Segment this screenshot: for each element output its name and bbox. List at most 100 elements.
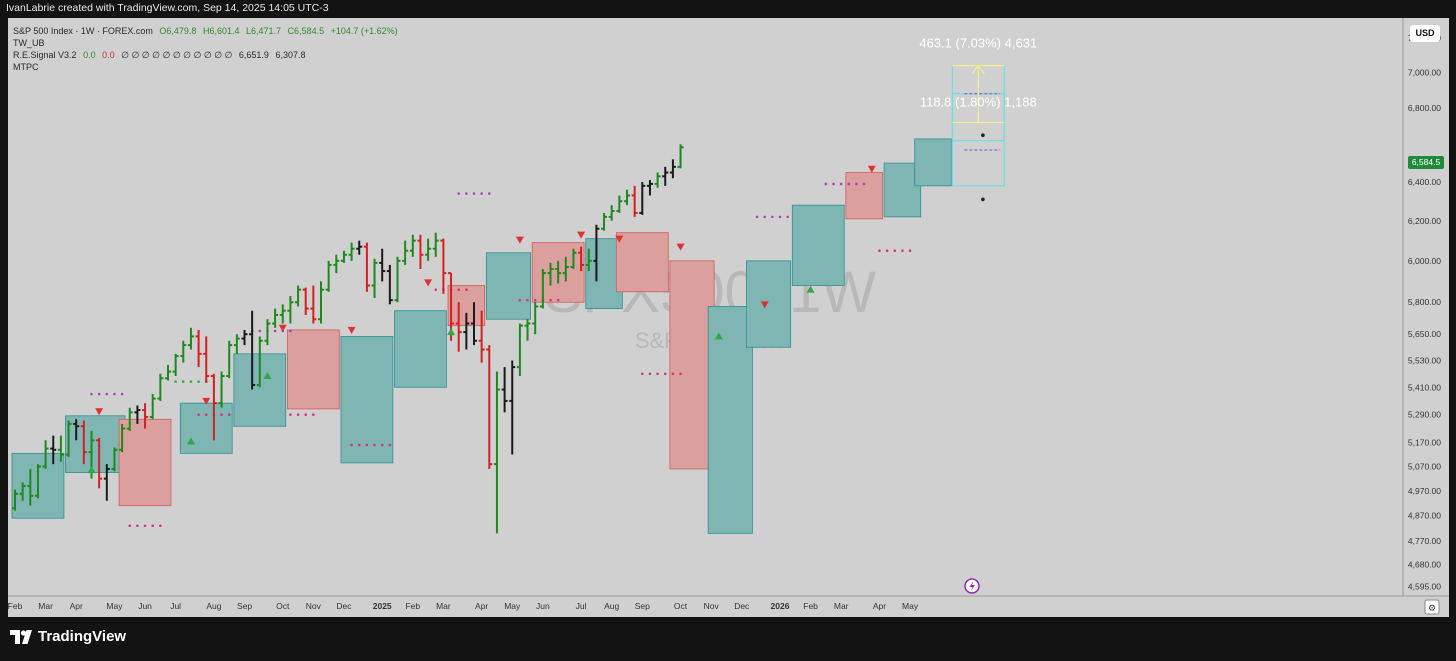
ohlc-bar bbox=[302, 287, 309, 315]
price-ticks: 7,200.007,000.006,800.006,400.006,200.00… bbox=[1408, 33, 1441, 591]
ohlc-bar bbox=[578, 246, 585, 272]
legend-indicator-3[interactable]: MTPC bbox=[13, 62, 39, 72]
signal-dot bbox=[120, 392, 124, 396]
bolt-icon[interactable] bbox=[964, 578, 980, 594]
tradingview-logo-icon bbox=[10, 629, 32, 644]
time-tick-label: May bbox=[106, 601, 123, 611]
legend-indicator-2-v1: 0.0 bbox=[83, 50, 96, 60]
ohlc-bar bbox=[157, 373, 164, 401]
tradingview-logo[interactable]: TradingView bbox=[10, 628, 126, 645]
ohlc-bar bbox=[547, 262, 554, 286]
signal-dot bbox=[679, 372, 682, 376]
time-tick-label: May bbox=[504, 601, 521, 611]
legend-indicator-2[interactable]: R.E.Signal V3.2 0.0 0.0 ∅ ∅ ∅ ∅ ∅ ∅ ∅ ∅ … bbox=[13, 50, 309, 61]
ohlc-bar bbox=[601, 212, 608, 231]
range-box-15 bbox=[746, 260, 792, 348]
legend-indicator-2-name: R.E.Signal V3.2 bbox=[13, 50, 77, 60]
ohlc-bar bbox=[218, 371, 225, 408]
buy-signal-icon bbox=[186, 437, 195, 445]
chart-canvas: SPX500, 1W S&P 500 Index 463.1 (7.03%) 4… bbox=[7, 18, 1449, 617]
signal-dot bbox=[174, 380, 177, 383]
ohlc-bar bbox=[195, 329, 202, 368]
ohlc-bar bbox=[486, 345, 493, 469]
ohlc-bar bbox=[256, 336, 263, 388]
legend-symbol-name: S&P 500 Index · 1W · FOREX.com bbox=[13, 26, 153, 36]
sell-signal-icon bbox=[676, 243, 685, 251]
signal-dot bbox=[901, 249, 904, 253]
time-tick-label: Aug bbox=[604, 601, 619, 611]
range-box-2 bbox=[118, 418, 172, 507]
ohlc-bar bbox=[142, 403, 149, 429]
signal-dot bbox=[885, 249, 889, 253]
signal-dot bbox=[373, 443, 376, 447]
ohlc-bar bbox=[432, 232, 439, 257]
signal-dot bbox=[197, 380, 200, 383]
ohlc-bar bbox=[73, 419, 80, 441]
ohlc-bar bbox=[65, 420, 72, 457]
sell-signal-icon bbox=[615, 235, 624, 243]
time-tick-label: Feb bbox=[803, 601, 818, 611]
attribution-bar: IvanLabrie created with TradingView.com,… bbox=[0, 0, 1456, 16]
ohlc-bar bbox=[509, 360, 516, 455]
legend-change: +104.7 (+1.62%) bbox=[330, 26, 398, 36]
signal-dot bbox=[273, 329, 277, 333]
ohlc-bar bbox=[57, 435, 64, 462]
signal-dot bbox=[778, 215, 782, 219]
time-tick-label: Jul bbox=[170, 601, 181, 611]
ohlc-bar bbox=[187, 327, 194, 350]
signal-dot bbox=[465, 288, 468, 291]
ohlc-bar bbox=[318, 281, 324, 324]
ohlc-bar bbox=[440, 238, 447, 294]
signal-dot bbox=[136, 524, 139, 528]
ohlc-bar bbox=[34, 464, 41, 499]
price-tick-label: 5,290.00 bbox=[1408, 410, 1441, 420]
projection-arrow-head-icon bbox=[971, 64, 985, 74]
legend-indicator-2-slots: ∅ ∅ ∅ ∅ ∅ ∅ ∅ ∅ ∅ ∅ ∅ bbox=[121, 50, 233, 60]
signal-dot bbox=[518, 298, 522, 302]
projection-tool[interactable]: 463.1 (7.03%) 4,631 118.8 (1.80%) 1,188 bbox=[919, 36, 1037, 202]
ohlc-bar bbox=[631, 185, 638, 217]
signal-dot bbox=[465, 192, 468, 195]
settings-icon[interactable]: ⚙ bbox=[1424, 599, 1440, 615]
legend-indicator-1[interactable]: TW_UB bbox=[13, 38, 45, 48]
price-tick-label: 4,870.00 bbox=[1408, 511, 1441, 521]
sell-signal-icon bbox=[278, 324, 287, 332]
time-tick-label: Jun bbox=[536, 601, 550, 611]
ohlc-bar bbox=[27, 468, 34, 506]
ohlc-bar bbox=[501, 367, 508, 413]
buy-signal-icon bbox=[263, 372, 272, 380]
sell-signal-icon bbox=[760, 301, 769, 309]
ohlc-bar bbox=[325, 260, 332, 292]
range-box-12 bbox=[615, 232, 669, 293]
time-scale[interactable] bbox=[8, 596, 1449, 617]
ohlc-bar bbox=[669, 159, 676, 179]
tradingview-logo-text: TradingView bbox=[38, 628, 127, 645]
ohlc-bar bbox=[310, 285, 317, 324]
price-tick-label: 4,970.00 bbox=[1408, 486, 1441, 496]
ohlc-bar bbox=[103, 464, 110, 501]
ohlc-bar bbox=[149, 394, 156, 420]
price-tick-label: 5,800.00 bbox=[1408, 297, 1441, 307]
legend-symbol-line[interactable]: S&P 500 Index · 1W · FOREX.com O6,479.8 … bbox=[13, 26, 402, 37]
currency-button[interactable]: USD bbox=[1410, 25, 1440, 42]
signal-dot bbox=[457, 192, 461, 195]
price-tick-label: 5,170.00 bbox=[1408, 438, 1441, 448]
projection-label-big: 463.1 (7.03%) 4,631 bbox=[919, 36, 1037, 51]
price-tick-label: 7,000.00 bbox=[1408, 68, 1441, 78]
signal-dot bbox=[556, 298, 560, 302]
signal-dot bbox=[480, 192, 483, 195]
ohlc-bar bbox=[662, 166, 669, 186]
ohlc-bar bbox=[409, 234, 416, 257]
legend-high: H6,601.4 bbox=[202, 26, 240, 36]
price-scale[interactable] bbox=[1403, 18, 1449, 596]
range-box-9 bbox=[485, 252, 531, 320]
time-tick-label: Apr bbox=[475, 601, 488, 611]
signal-dot bbox=[488, 192, 491, 195]
ohlc-bar bbox=[654, 172, 661, 188]
time-tick-label: Nov bbox=[704, 601, 720, 611]
ohlc-bar bbox=[249, 310, 256, 390]
ohlc-bar bbox=[203, 336, 210, 383]
ohlc-bar bbox=[371, 258, 378, 299]
buy-signal-icon bbox=[806, 285, 815, 293]
time-tick-label: Apr bbox=[873, 601, 886, 611]
